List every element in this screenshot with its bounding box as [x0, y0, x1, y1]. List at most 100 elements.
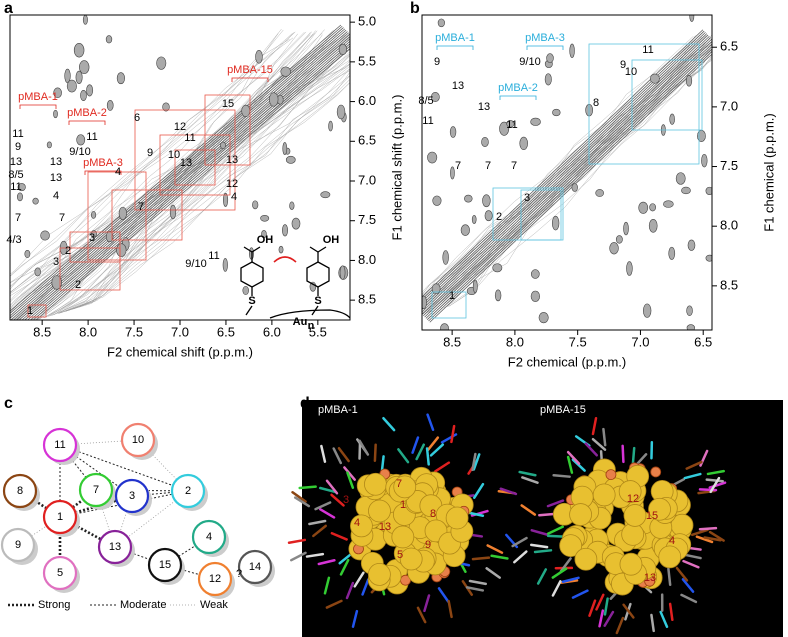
ligand-stick: [566, 455, 574, 474]
ligand-stick: [511, 536, 528, 548]
ligand-stick: [447, 599, 453, 619]
y-tick-label: 6.5: [720, 39, 738, 54]
peak-label: 4: [115, 166, 121, 178]
ligand-stick: [317, 559, 336, 566]
cross-peak: [530, 290, 541, 302]
molecule-label: S: [248, 295, 255, 307]
peak-label: 9: [147, 147, 153, 159]
molecule-label: OH: [257, 234, 274, 246]
cross-peak: [687, 239, 696, 251]
cross-peak: [685, 74, 693, 87]
y-axis-label: F1 chemical (p.p.m.): [761, 113, 776, 231]
cross-peak: [40, 230, 50, 241]
peak-label: 13: [226, 154, 238, 166]
ligand-stick: [415, 443, 426, 461]
atom: [658, 545, 682, 569]
legend-label: Weak: [200, 599, 228, 611]
diagonal: [425, 45, 712, 319]
ligand-stick: [330, 493, 345, 507]
contour: [38, 32, 315, 320]
ligand-stick: [319, 508, 336, 519]
node: [42, 499, 78, 535]
node-label: 13: [109, 541, 121, 553]
panel-label: c: [4, 395, 13, 412]
ligand-stick: [546, 499, 565, 508]
cross-peak: [675, 172, 686, 185]
ligand-stick: [471, 556, 491, 561]
series-label: pMBA-1: [18, 91, 58, 103]
cross-peak: [427, 151, 438, 164]
diagonal: [422, 34, 709, 308]
atom-label: 9: [425, 539, 431, 551]
ligand-stick: [698, 526, 718, 531]
ligand-stick: [291, 491, 307, 503]
ligand-stick: [314, 501, 332, 511]
cross-peak: [689, 15, 695, 22]
ligand-stick: [675, 566, 689, 582]
diagonal: [21, 36, 350, 320]
ligand-stick: [603, 597, 609, 616]
ligand-stick: [293, 496, 311, 508]
ligand-stick: [411, 436, 420, 454]
series-label: pMBA-15: [227, 64, 273, 76]
contour: [60, 45, 350, 313]
peak-label: 11: [12, 128, 23, 140]
cross-peak: [669, 113, 675, 125]
atom-label: 1: [400, 499, 406, 511]
ligand-stick: [546, 534, 566, 538]
ligand-stick: [361, 578, 370, 596]
ligand-stick: [312, 524, 327, 538]
plot-frame: [421, 14, 713, 331]
cross-peak: [32, 197, 39, 205]
cross-peak: [697, 129, 706, 142]
bracket: [68, 120, 106, 125]
atom: [618, 480, 642, 503]
cross-peak: [530, 117, 541, 126]
contour: [67, 75, 350, 311]
atom: [650, 466, 662, 478]
ligand-stick: [681, 578, 695, 593]
atom: [399, 547, 423, 571]
ligand-stick: [330, 531, 348, 541]
ligand-stick: [332, 447, 343, 465]
ligand-stick: [538, 512, 557, 517]
cross-peak: [320, 191, 331, 199]
x-tick-label: 5.5: [309, 324, 327, 339]
cross-peak: [252, 200, 259, 210]
atom: [445, 506, 469, 530]
peak-label: 13: [452, 80, 464, 92]
contour: [43, 53, 350, 318]
cross-peak: [282, 142, 288, 155]
peak-label: 11: [184, 132, 195, 144]
node-label: 11: [54, 439, 65, 451]
ligand-stick: [499, 487, 518, 496]
ligand-stick: [615, 616, 625, 635]
x-tick-label: 7.5: [125, 324, 143, 339]
cross-peak: [282, 224, 289, 237]
ligand-stick: [552, 473, 571, 478]
node-label: 8: [17, 485, 23, 497]
peak-label: 11: [422, 115, 433, 127]
atom-label: 8: [430, 508, 436, 520]
node-label: 4: [206, 531, 212, 543]
cross-peak: [46, 141, 52, 149]
peak-label: 9/10: [69, 146, 90, 158]
peak-label: 7: [485, 160, 491, 172]
molecule-label: OH: [323, 234, 340, 246]
cross-peak: [66, 79, 77, 93]
y-tick-label: 8.0: [720, 218, 738, 233]
ligand-stick: [437, 587, 450, 603]
exchange-arrow: [273, 256, 297, 263]
ligand-stick: [530, 529, 549, 536]
cross-peak: [626, 261, 633, 276]
contour: [422, 49, 712, 315]
atom-label: 12: [627, 493, 639, 505]
series-label: pMBA-2: [67, 107, 107, 119]
peak-label: 8/5: [8, 169, 23, 181]
ligand-stick: [416, 606, 427, 624]
ligand-stick: [337, 447, 350, 463]
ligand-stick: [450, 424, 456, 444]
cross-peak: [16, 192, 23, 202]
diagonal: [15, 32, 349, 320]
cross-peak: [105, 35, 113, 44]
